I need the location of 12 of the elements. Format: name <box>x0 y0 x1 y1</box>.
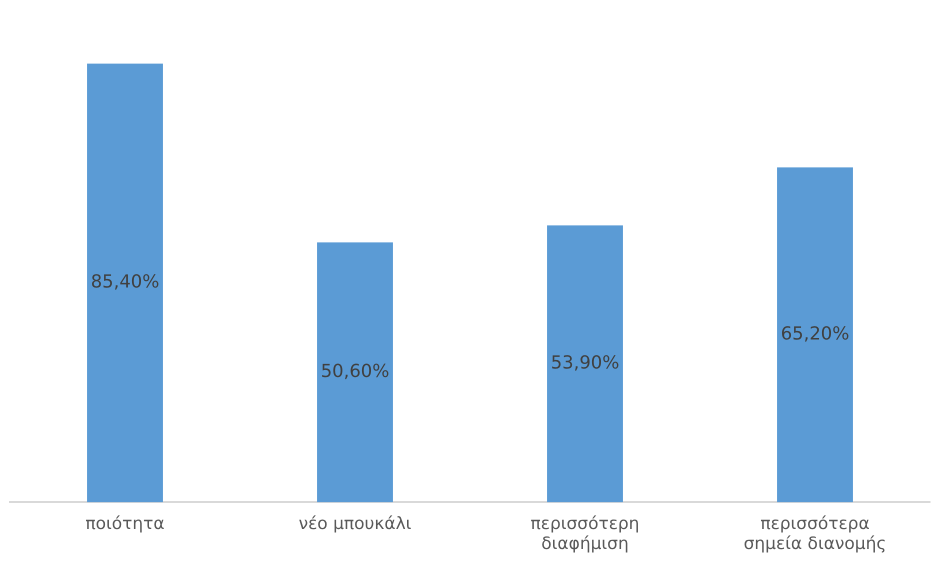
x-tick-label: νέο μπουκάλι <box>298 514 412 534</box>
bar <box>777 167 853 502</box>
bar <box>317 242 393 502</box>
bar <box>547 225 623 502</box>
data-label: 65,20% <box>780 323 850 344</box>
data-label: 85,40% <box>90 272 160 293</box>
data-label: 50,60% <box>320 360 390 382</box>
x-tick-label: ποιότητα <box>85 514 165 534</box>
data-label: 53,90% <box>550 352 620 374</box>
x-tick-label: περισσότερα σημεία διανομής <box>744 514 886 554</box>
x-tick-label: περισσότερη διαφήμιση <box>530 514 640 554</box>
bar <box>87 64 163 502</box>
